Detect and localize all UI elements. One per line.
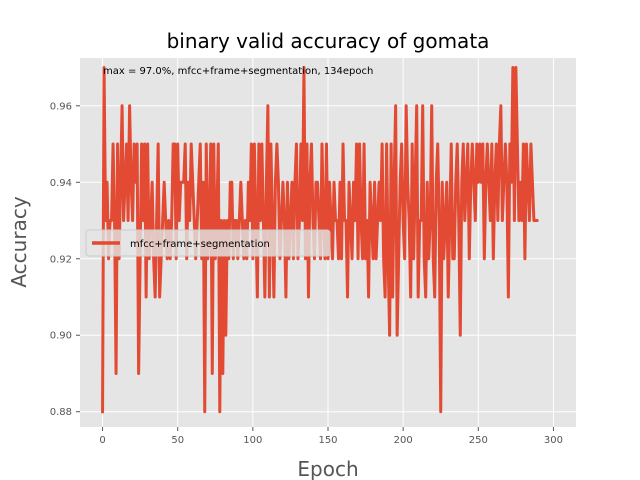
x-tick-label: 150 bbox=[318, 435, 337, 446]
x-tick-label: 300 bbox=[544, 435, 563, 446]
x-axis-label: Epoch bbox=[297, 457, 358, 480]
legend: mfcc+frame+segmentation bbox=[85, 229, 331, 257]
y-tick-label: 0.88 bbox=[50, 407, 72, 418]
legend-label: mfcc+frame+segmentation bbox=[130, 239, 270, 250]
y-tick-label: 0.96 bbox=[50, 101, 72, 112]
y-tick-label: 0.92 bbox=[50, 254, 72, 265]
y-axis-ticks: 0.88 0.90 0.92 0.94 0.96 bbox=[50, 101, 80, 418]
legend-box bbox=[85, 229, 331, 257]
x-tick-label: 100 bbox=[243, 435, 262, 446]
chart-title: binary valid accuracy of gomata bbox=[167, 29, 490, 53]
x-tick-label: 0 bbox=[99, 435, 105, 446]
y-axis-label: Accuracy bbox=[7, 196, 31, 287]
y-tick-label: 0.90 bbox=[50, 331, 72, 342]
x-tick-label: 200 bbox=[394, 435, 413, 446]
x-tick-label: 250 bbox=[469, 435, 488, 446]
x-axis-ticks: 0 50 100 150 200 250 300 bbox=[99, 427, 563, 446]
x-tick-label: 50 bbox=[171, 435, 184, 446]
y-tick-label: 0.94 bbox=[50, 178, 72, 189]
max-annotation: max = 97.0%, mfcc+frame+segmentation, 13… bbox=[103, 66, 373, 77]
